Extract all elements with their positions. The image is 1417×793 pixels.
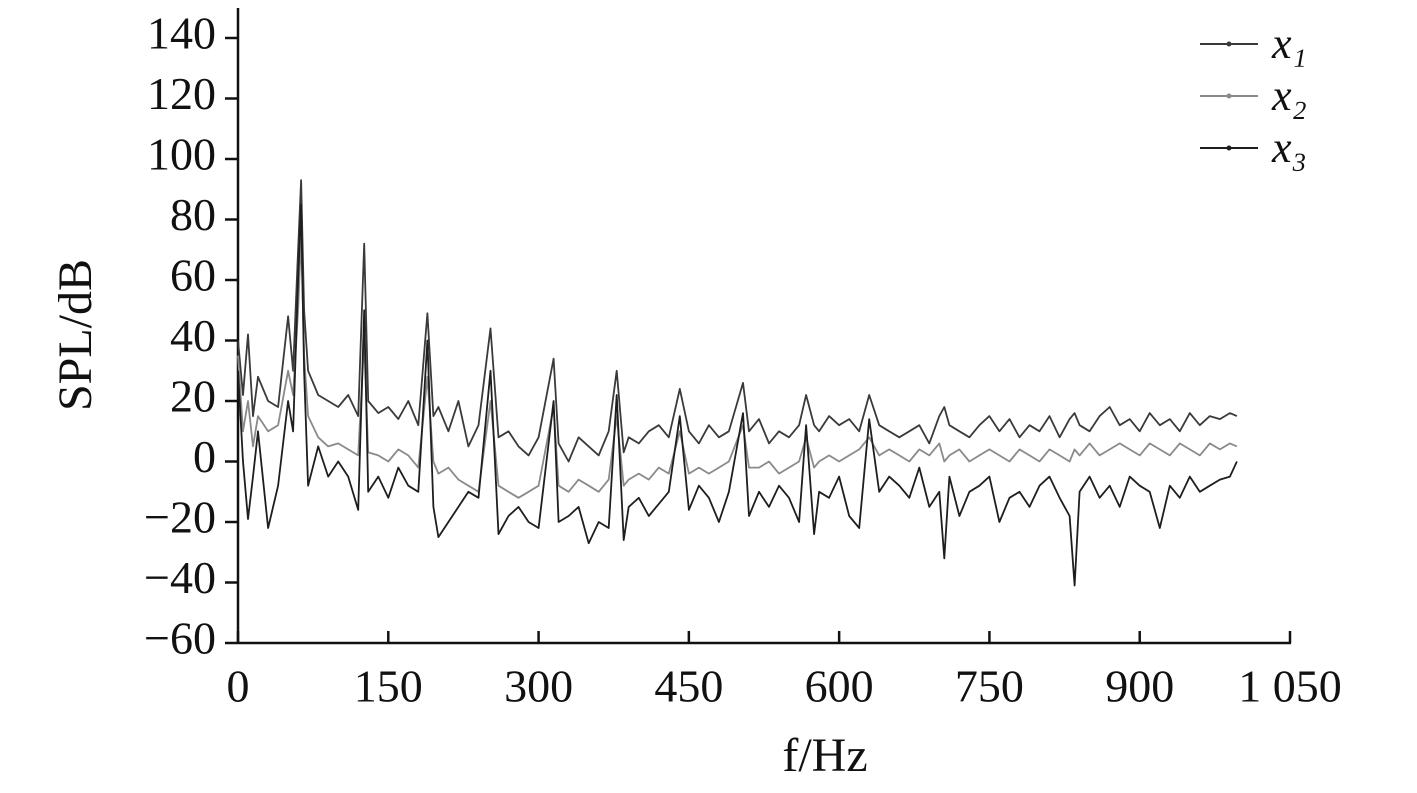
- x-tick-label: 900: [1105, 661, 1174, 712]
- series-line: [237, 203, 1238, 587]
- x-axis-label: f/Hz: [782, 729, 867, 782]
- series-line: [237, 233, 1238, 499]
- y-tick-label: 140: [147, 8, 216, 59]
- y-tick-label: −60: [144, 613, 216, 664]
- y-tick-label: 120: [147, 68, 216, 119]
- legend-marker: [1226, 93, 1232, 99]
- x-tick-label: 1 050: [1238, 661, 1342, 712]
- y-tick-label: 80: [170, 189, 216, 240]
- y-tick-label: 100: [147, 129, 216, 180]
- y-axis-label: SPL/dB: [49, 259, 102, 411]
- x-tick-label: 600: [805, 661, 874, 712]
- legend-marker: [1226, 41, 1232, 47]
- x-tick-label: 0: [227, 661, 250, 712]
- y-tick-label: 60: [170, 250, 216, 301]
- x-tick-label: 450: [654, 661, 723, 712]
- y-tick-label: −40: [144, 552, 216, 603]
- y-tick-label: 20: [170, 371, 216, 422]
- legend-label: x₃: [1271, 123, 1307, 172]
- plot-area: [237, 179, 1238, 587]
- legend-label: x₂: [1271, 71, 1307, 120]
- legend-marker: [1226, 145, 1232, 151]
- y-tick-label: 0: [193, 431, 216, 482]
- x-tick-label: 150: [354, 661, 423, 712]
- x-tick-label: 300: [504, 661, 573, 712]
- y-tick-label: −20: [144, 492, 216, 543]
- series-line: [237, 179, 1238, 463]
- legend-label: x₁: [1271, 19, 1307, 68]
- x-tick-label: 750: [955, 661, 1024, 712]
- y-tick-label: 40: [170, 310, 216, 361]
